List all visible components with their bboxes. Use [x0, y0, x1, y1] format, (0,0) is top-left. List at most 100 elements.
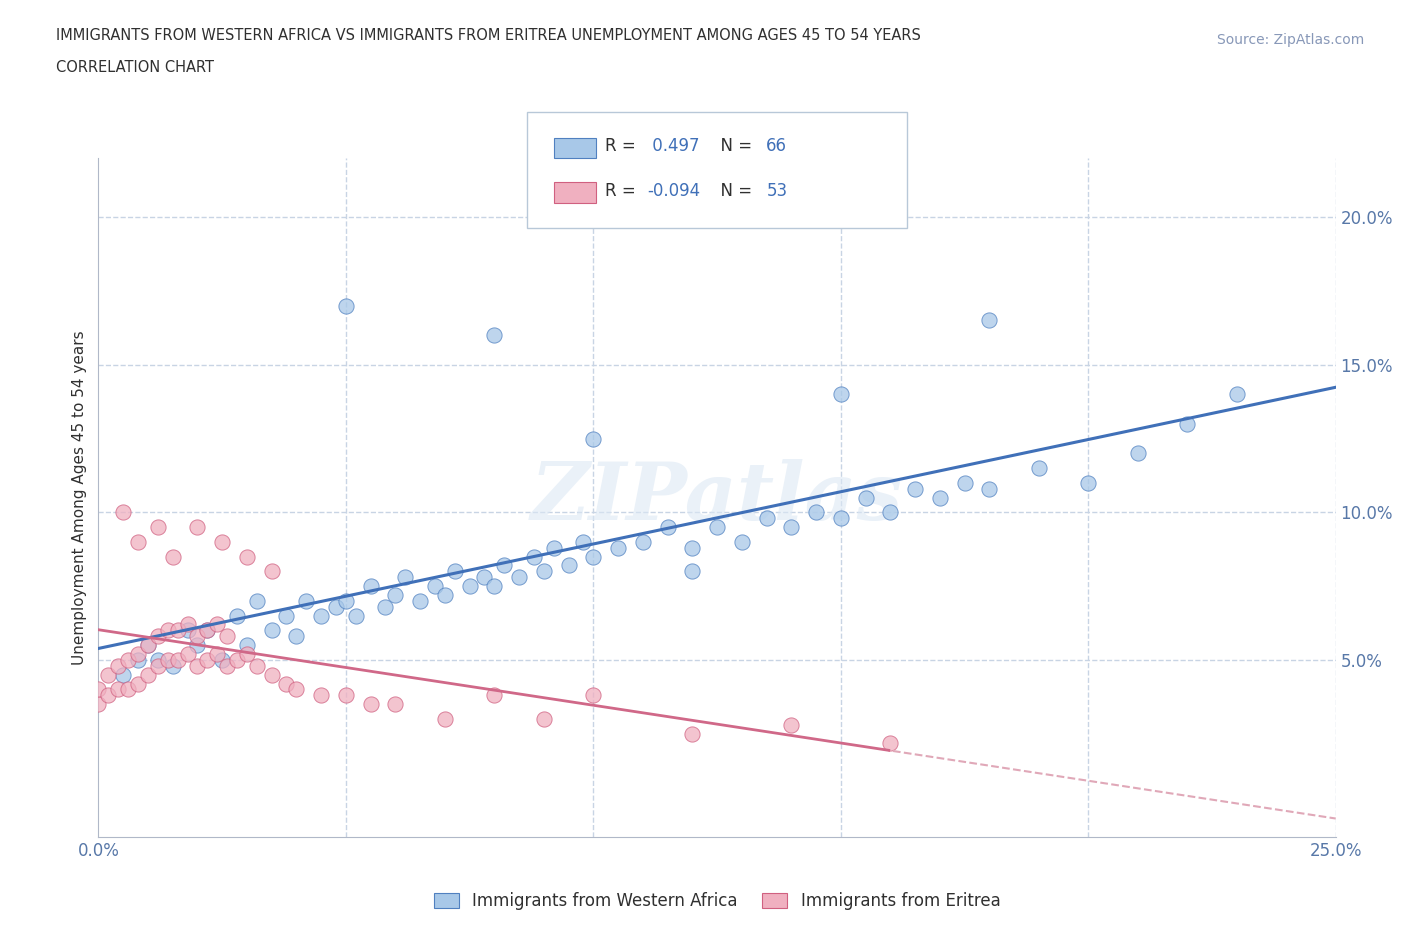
- Point: [117, 653, 139, 668]
- Point: [226, 653, 249, 668]
- Text: -0.094: -0.094: [647, 181, 700, 200]
- Point: [107, 658, 129, 673]
- Point: [443, 564, 465, 578]
- Point: [533, 564, 555, 578]
- Point: [195, 623, 218, 638]
- Point: [211, 535, 233, 550]
- Point: [186, 638, 208, 653]
- Text: R =: R =: [605, 137, 641, 155]
- Point: [176, 623, 198, 638]
- Point: [681, 540, 703, 555]
- Point: [582, 688, 605, 703]
- Point: [1226, 387, 1249, 402]
- Point: [156, 623, 179, 638]
- Text: N =: N =: [710, 181, 758, 200]
- Point: [543, 540, 565, 555]
- Point: [260, 623, 283, 638]
- Point: [607, 540, 630, 555]
- Point: [211, 653, 233, 668]
- Point: [523, 549, 546, 564]
- Point: [136, 667, 159, 682]
- Point: [136, 638, 159, 653]
- Point: [205, 617, 228, 631]
- Point: [146, 653, 169, 668]
- Point: [394, 570, 416, 585]
- Point: [127, 653, 149, 668]
- Point: [285, 629, 308, 644]
- Y-axis label: Unemployment Among Ages 45 to 54 years: Unemployment Among Ages 45 to 54 years: [72, 330, 87, 665]
- Point: [236, 549, 259, 564]
- Point: [755, 511, 778, 525]
- Point: [87, 697, 110, 711]
- Point: [162, 549, 184, 564]
- Point: [706, 520, 728, 535]
- Point: [928, 490, 950, 505]
- Text: 66: 66: [766, 137, 787, 155]
- Point: [830, 387, 852, 402]
- Point: [195, 623, 218, 638]
- Point: [979, 313, 1001, 328]
- Point: [953, 475, 976, 490]
- Point: [879, 735, 901, 750]
- Point: [879, 505, 901, 520]
- Point: [186, 629, 208, 644]
- Point: [1126, 445, 1149, 460]
- Point: [384, 697, 406, 711]
- Point: [433, 588, 456, 603]
- Point: [217, 629, 239, 644]
- Point: [731, 535, 754, 550]
- Point: [186, 520, 208, 535]
- Point: [236, 638, 259, 653]
- Point: [572, 535, 595, 550]
- Point: [195, 653, 218, 668]
- Text: Source: ZipAtlas.com: Source: ZipAtlas.com: [1216, 33, 1364, 46]
- Point: [780, 520, 803, 535]
- Point: [433, 711, 456, 726]
- Point: [97, 688, 120, 703]
- Point: [384, 588, 406, 603]
- Point: [657, 520, 679, 535]
- Point: [162, 658, 184, 673]
- Point: [166, 623, 188, 638]
- Point: [979, 481, 1001, 496]
- Point: [904, 481, 927, 496]
- Point: [494, 558, 516, 573]
- Point: [681, 564, 703, 578]
- Point: [127, 676, 149, 691]
- Point: [260, 564, 283, 578]
- Point: [107, 682, 129, 697]
- Point: [146, 520, 169, 535]
- Point: [533, 711, 555, 726]
- Point: [508, 570, 530, 585]
- Legend: Immigrants from Western Africa, Immigrants from Eritrea: Immigrants from Western Africa, Immigran…: [427, 885, 1007, 917]
- Point: [1028, 460, 1050, 475]
- Point: [217, 658, 239, 673]
- Text: 53: 53: [766, 181, 787, 200]
- Point: [176, 646, 198, 661]
- Point: [146, 658, 169, 673]
- Point: [117, 682, 139, 697]
- Point: [97, 667, 120, 682]
- Point: [309, 608, 332, 623]
- Point: [260, 667, 283, 682]
- Point: [582, 549, 605, 564]
- Point: [484, 327, 506, 342]
- Point: [276, 676, 298, 691]
- Point: [146, 629, 169, 644]
- Point: [804, 505, 827, 520]
- Point: [1077, 475, 1099, 490]
- Point: [186, 658, 208, 673]
- Point: [780, 717, 803, 732]
- Point: [344, 608, 367, 623]
- Text: R =: R =: [605, 181, 641, 200]
- Point: [246, 593, 269, 608]
- Point: [295, 593, 318, 608]
- Point: [136, 638, 159, 653]
- Point: [681, 726, 703, 741]
- Point: [276, 608, 298, 623]
- Point: [156, 653, 179, 668]
- Point: [830, 511, 852, 525]
- Point: [205, 646, 228, 661]
- Point: [112, 667, 135, 682]
- Point: [631, 535, 654, 550]
